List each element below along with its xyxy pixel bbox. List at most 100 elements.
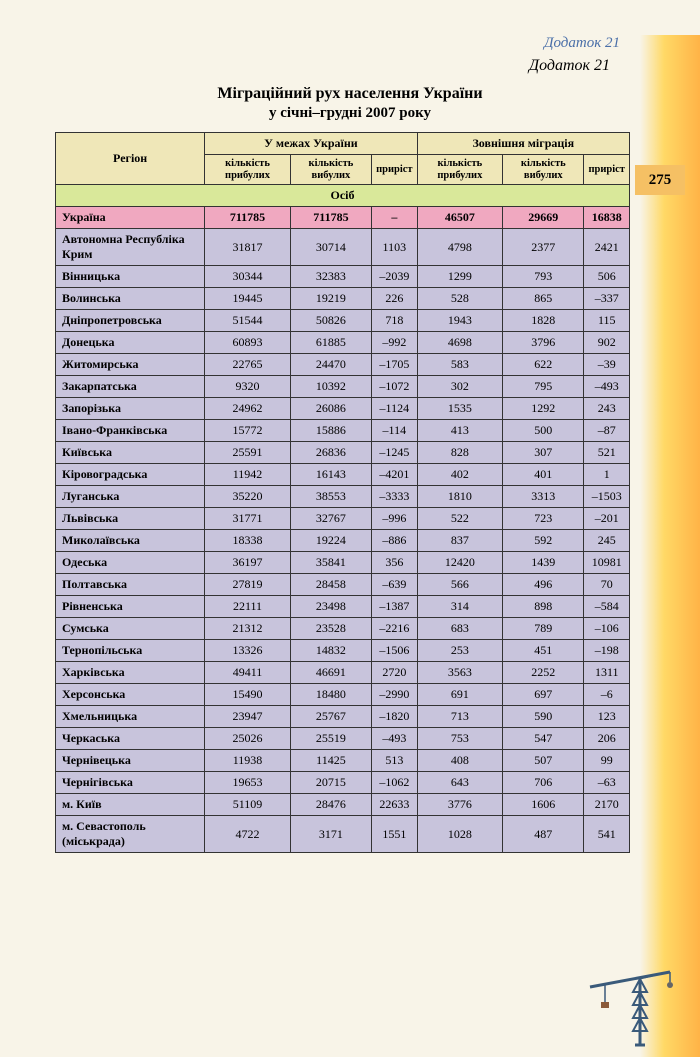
data-cell: 206: [584, 728, 630, 750]
region-cell: Львівська: [56, 508, 205, 530]
page-number: 275: [649, 172, 672, 189]
col-group-external: Зовнішня міграція: [417, 133, 629, 155]
data-cell: –198: [584, 640, 630, 662]
data-cell: 590: [503, 706, 584, 728]
data-cell: –3333: [372, 486, 418, 508]
data-cell: 22111: [205, 596, 291, 618]
data-cell: 1299: [417, 266, 503, 288]
data-cell: 11942: [205, 464, 291, 486]
region-cell: Хмельницька: [56, 706, 205, 728]
region-cell: Донецька: [56, 332, 205, 354]
data-cell: 226: [372, 288, 418, 310]
table-row: Волинська1944519219226528865–337: [56, 288, 630, 310]
data-cell: 26836: [290, 442, 371, 464]
region-cell: Херсонська: [56, 684, 205, 706]
table-row: Херсонська1549018480–2990691697–6: [56, 684, 630, 706]
data-cell: 38553: [290, 486, 371, 508]
data-cell: –2990: [372, 684, 418, 706]
region-cell: Чернігівська: [56, 772, 205, 794]
data-cell: 24470: [290, 354, 371, 376]
data-cell: 25519: [290, 728, 371, 750]
data-cell: 30714: [290, 229, 371, 266]
data-cell: 243: [584, 398, 630, 420]
table-row: Автономна Республіка Крим318173071411034…: [56, 229, 630, 266]
data-cell: –106: [584, 618, 630, 640]
data-cell: 487: [503, 816, 584, 853]
data-cell: 713: [417, 706, 503, 728]
data-cell: –886: [372, 530, 418, 552]
data-cell: –1705: [372, 354, 418, 376]
data-cell: 691: [417, 684, 503, 706]
data-cell: 9320: [205, 376, 291, 398]
data-cell: 49411: [205, 662, 291, 684]
ukraine-cell: 16838: [584, 207, 630, 229]
table-row: Донецька6089361885–99246983796902: [56, 332, 630, 354]
region-cell: Київська: [56, 442, 205, 464]
data-cell: 902: [584, 332, 630, 354]
data-cell: –337: [584, 288, 630, 310]
region-cell: м. Київ: [56, 794, 205, 816]
data-cell: 3313: [503, 486, 584, 508]
data-cell: 2377: [503, 229, 584, 266]
data-cell: 865: [503, 288, 584, 310]
data-cell: 402: [417, 464, 503, 486]
table-row: Чернівецька119381142551340850799: [56, 750, 630, 772]
data-cell: –1387: [372, 596, 418, 618]
table-row: Запорізька2496226086–112415351292243: [56, 398, 630, 420]
data-cell: 1606: [503, 794, 584, 816]
data-cell: 500: [503, 420, 584, 442]
col-int-departures: кількість вибулих: [290, 155, 371, 185]
table-row: Луганська3522038553–333318103313–1503: [56, 486, 630, 508]
data-cell: 583: [417, 354, 503, 376]
data-cell: 16143: [290, 464, 371, 486]
region-cell: Миколаївська: [56, 530, 205, 552]
data-cell: 15490: [205, 684, 291, 706]
data-cell: 1943: [417, 310, 503, 332]
col-group-internal: У межах України: [205, 133, 417, 155]
table-row: Черкаська2502625519–493753547206: [56, 728, 630, 750]
data-cell: 3563: [417, 662, 503, 684]
data-cell: 245: [584, 530, 630, 552]
table-row: Дніпропетровська515445082671819431828115: [56, 310, 630, 332]
data-cell: –39: [584, 354, 630, 376]
data-cell: 32767: [290, 508, 371, 530]
data-cell: –2039: [372, 266, 418, 288]
data-cell: 513: [372, 750, 418, 772]
appendix-label-sub: Додаток 21: [0, 57, 610, 75]
data-cell: 451: [503, 640, 584, 662]
data-cell: 60893: [205, 332, 291, 354]
col-int-arrivals: кількість прибулих: [205, 155, 291, 185]
data-cell: 19445: [205, 288, 291, 310]
col-ext-departures: кількість вибулих: [503, 155, 584, 185]
data-cell: 496: [503, 574, 584, 596]
data-cell: 1551: [372, 816, 418, 853]
data-cell: 1311: [584, 662, 630, 684]
region-cell: Полтавська: [56, 574, 205, 596]
data-cell: 3776: [417, 794, 503, 816]
data-cell: –1245: [372, 442, 418, 464]
ukraine-cell: 711785: [290, 207, 371, 229]
region-cell: Автономна Республіка Крим: [56, 229, 205, 266]
data-cell: 302: [417, 376, 503, 398]
data-cell: 828: [417, 442, 503, 464]
table-row: Житомирська2276524470–1705583622–39: [56, 354, 630, 376]
data-cell: 521: [584, 442, 630, 464]
data-cell: 1828: [503, 310, 584, 332]
data-cell: 70: [584, 574, 630, 596]
data-cell: 718: [372, 310, 418, 332]
data-cell: 11425: [290, 750, 371, 772]
data-cell: 32383: [290, 266, 371, 288]
migration-table: Регіон У межах України Зовнішня міграція…: [55, 132, 630, 853]
data-cell: 522: [417, 508, 503, 530]
data-cell: 793: [503, 266, 584, 288]
data-cell: –1124: [372, 398, 418, 420]
region-cell: Черкаська: [56, 728, 205, 750]
crane-illustration-icon: [585, 957, 675, 1047]
data-cell: 30344: [205, 266, 291, 288]
region-cell: Кіровоградська: [56, 464, 205, 486]
region-cell: м. Севастополь (міськрада): [56, 816, 205, 853]
data-cell: 21312: [205, 618, 291, 640]
data-cell: 25026: [205, 728, 291, 750]
data-cell: 36197: [205, 552, 291, 574]
data-cell: 35220: [205, 486, 291, 508]
